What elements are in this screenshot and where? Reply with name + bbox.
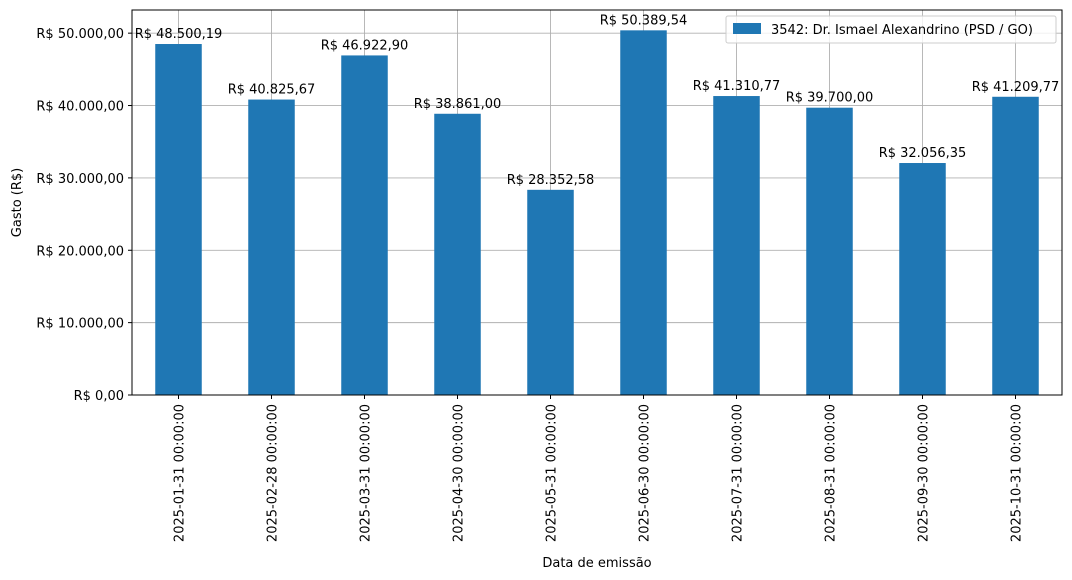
bar (527, 190, 574, 395)
y-tick-label: R$ 50.000,00 (36, 27, 124, 42)
y-tick-label: R$ 40.000,00 (36, 100, 124, 115)
legend-swatch (733, 23, 761, 34)
data-label: R$ 40.825,67 (228, 83, 316, 98)
data-label: R$ 48.500,19 (135, 27, 223, 42)
x-axis-label: Data de emissão (542, 556, 651, 571)
data-label: R$ 28.352,58 (507, 173, 595, 188)
bar (434, 114, 481, 395)
x-tick-label: 2025-05-31 00:00:00 (545, 404, 560, 542)
x-tick-label: 2025-07-31 00:00:00 (731, 404, 746, 542)
x-axis-ticks: 2025-01-31 00:00:00 2025-02-28 00:00:00 20… (173, 395, 1025, 542)
x-tick-label: 2025-08-31 00:00:00 (824, 404, 839, 542)
data-label: R$ 38.861,00 (414, 97, 502, 112)
bar (899, 163, 946, 395)
y-axis-label: Gasto (R$) (10, 168, 25, 237)
x-tick-label: 2025-03-31 00:00:00 (359, 404, 374, 542)
legend: 3542: Dr. Ismael Alexandrino (PSD / GO) (726, 16, 1056, 43)
bar (806, 108, 853, 395)
y-tick-label: R$ 10.000,00 (36, 317, 124, 332)
x-tick-label: 2025-09-30 00:00:00 (917, 404, 932, 542)
data-label: R$ 46.922,90 (321, 38, 409, 53)
data-label: R$ 41.310,77 (693, 79, 781, 94)
bar (248, 100, 295, 395)
y-tick-label: R$ 20.000,00 (36, 244, 124, 259)
data-label: R$ 50.389,54 (600, 13, 688, 28)
data-label: R$ 39.700,00 (786, 91, 874, 106)
bar (620, 30, 667, 395)
legend-entry: 3542: Dr. Ismael Alexandrino (PSD / GO) (771, 23, 1033, 38)
y-axis-ticks: R$ 0,00 R$ 10.000,00 R$ 20.000,00 R$ 30.000… (36, 27, 132, 404)
bar (992, 97, 1039, 395)
bar (155, 44, 202, 395)
data-label: R$ 41.209,77 (972, 80, 1060, 95)
y-tick-label: R$ 30.000,00 (36, 172, 124, 187)
y-tick-label: R$ 0,00 (74, 389, 124, 404)
x-tick-label: 2025-01-31 00:00:00 (173, 404, 188, 542)
x-tick-label: 2025-02-28 00:00:00 (266, 404, 281, 542)
data-label: R$ 32.056,35 (879, 146, 967, 161)
bar (341, 55, 388, 395)
x-tick-label: 2025-06-30 00:00:00 (638, 404, 653, 542)
bar (713, 96, 760, 395)
x-tick-label: 2025-04-30 00:00:00 (452, 404, 467, 542)
x-tick-label: 2025-10-31 00:00:00 (1010, 404, 1025, 542)
